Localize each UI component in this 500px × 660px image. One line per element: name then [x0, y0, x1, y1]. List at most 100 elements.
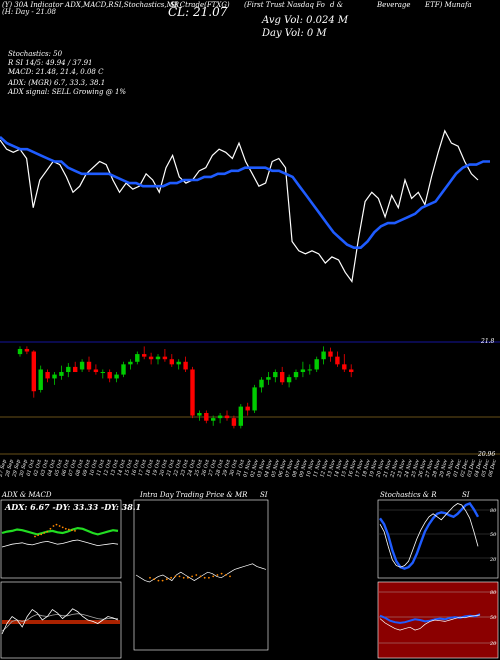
- x-axis-label: 17 Oct: [138, 458, 148, 477]
- x-axis-label: 27 Sep: [0, 458, 8, 478]
- candle-body: [148, 356, 154, 360]
- x-axis-label: 05 Oct: [54, 458, 64, 477]
- mrsi-orange-dot: [195, 574, 198, 576]
- rsi-lines: [379, 591, 497, 644]
- x-axis-label: 05 Nov: [270, 459, 281, 478]
- x-axis-label: 26 Nov: [417, 459, 428, 479]
- candle-body: [121, 364, 126, 375]
- x-axis-label: 18 Nov: [361, 459, 372, 478]
- x-axis-label: 25 Nov: [410, 459, 421, 479]
- day-range: (H: Day - 21.08: [2, 8, 57, 16]
- x-axis-label: 10 Nov: [305, 459, 316, 478]
- candle-body: [59, 372, 64, 376]
- candle-body: [300, 369, 306, 373]
- x-axis-label: 08 Oct: [75, 458, 85, 477]
- adx-white-line: [1, 539, 119, 548]
- stoch-tick-20: 20: [490, 557, 497, 563]
- x-axis-label: 06 Dec: [488, 459, 498, 478]
- mrsi-orange-dot: [212, 575, 215, 578]
- x-axis-label: 09 Oct: [82, 458, 92, 477]
- candle-body: [86, 361, 92, 370]
- x-axis-label: 01 Oct: [26, 458, 36, 477]
- price-line-group: [0, 129, 490, 284]
- mrsi-orange-dot: [182, 576, 185, 579]
- candle-body: [73, 366, 78, 373]
- header-fund-name: (First Trust Nasdaq Fo: [244, 1, 325, 9]
- x-axis-label: 11 Nov: [312, 459, 323, 478]
- x-axis-label: 31 Oct: [236, 458, 246, 477]
- candle-body: [273, 372, 278, 378]
- mrsi-orange-dot: [216, 574, 219, 576]
- x-axis-label: 05 Dec: [481, 459, 491, 478]
- x-axis-label: 10 Oct: [89, 458, 99, 477]
- x-axis-label: 24 Nov: [403, 459, 414, 479]
- x-axis-label: 15 Oct: [124, 458, 134, 477]
- x-axis-label: 23 Oct: [180, 458, 191, 478]
- candle-body: [107, 372, 112, 379]
- x-axis-label: 19 Nov: [368, 459, 379, 478]
- mrsi-orange-dot: [229, 575, 231, 578]
- mrsi-orange-dot: [187, 576, 189, 579]
- mrsi-panel-title-2: SI: [260, 491, 268, 499]
- x-axis-label: 01 Nov: [242, 459, 253, 478]
- x-axis-label: 14 Nov: [333, 459, 344, 478]
- price-y-label-low: 20.96: [478, 451, 496, 458]
- macd-reading: MACD: 21.48, 21.4, 0.08 C: [8, 68, 104, 76]
- x-axis-label: 22 Nov: [389, 459, 400, 479]
- x-axis-label: 06 Oct: [61, 458, 71, 477]
- x-axis-label: 17 Nov: [354, 459, 365, 478]
- candle-body: [169, 359, 174, 365]
- mrsi-orange-dot: [174, 575, 177, 578]
- x-axis-label: 28 Nov: [431, 459, 442, 479]
- x-axis-label: 02 Oct: [33, 458, 43, 477]
- mrsi-orange-dot: [157, 579, 160, 582]
- mrsi-orange-dot: [165, 578, 168, 581]
- adx-orange-dot: [46, 530, 49, 533]
- day-volume: Day Vol: 0 M: [262, 28, 327, 39]
- rsi-blue-line: [379, 613, 481, 624]
- x-axis-label: 30 Oct: [229, 458, 239, 477]
- x-axis-label: 29 Nov: [438, 459, 449, 479]
- candle-body: [66, 366, 71, 373]
- x-axis-label: 02 Nov: [249, 459, 260, 478]
- candle-body: [266, 377, 271, 380]
- mrsi-orange-dot: [191, 575, 194, 578]
- mrsi-orange-dot: [224, 574, 227, 576]
- x-axis-label: 01 Dec: [453, 459, 463, 478]
- header-fund-name-4: ETF) Munafa: [425, 1, 472, 9]
- stoch-tick-80: 80: [490, 508, 497, 514]
- candle-body: [217, 415, 223, 419]
- x-axis-label: 12 Oct: [103, 458, 113, 477]
- candle-body: [252, 387, 257, 411]
- macd-histogram: [2, 620, 120, 624]
- stoch-tick-50: 50: [490, 532, 497, 538]
- x-axis-label: 16 Nov: [347, 459, 358, 478]
- mrsi-panel: [133, 499, 269, 651]
- rsi-tick-80: 80: [490, 590, 497, 596]
- mrsi-orange-dot: [178, 575, 181, 578]
- stochastics-reading: Stochastics: 50: [8, 50, 63, 58]
- x-axis-label: 11 Oct: [96, 458, 106, 477]
- macd-gray-line: [1, 613, 118, 632]
- x-axis-label: 23 Nov: [396, 459, 407, 479]
- adx-orange-dot: [37, 534, 39, 536]
- mrsi-orange-dot: [161, 579, 164, 582]
- x-axis-label: 13 Oct: [110, 458, 120, 477]
- x-axis-label: 09 Nov: [298, 459, 309, 478]
- stoch-panel-title-2: SI: [462, 491, 470, 499]
- x-axis-label: 30 Nov: [445, 459, 456, 478]
- candle-body: [24, 348, 30, 352]
- x-axis-label: 03 Nov: [256, 459, 267, 478]
- candle-body: [190, 369, 195, 416]
- x-axis-label: 25 Oct: [194, 458, 205, 478]
- stoch-panel-title: Stochastics & R: [380, 491, 437, 499]
- x-axis-label: 20 Nov: [375, 459, 386, 479]
- x-axis-label: 27 Nov: [424, 459, 435, 479]
- x-axis-label: 21 Oct: [166, 458, 177, 478]
- avg-volume: Avg Vol: 0.024 M: [262, 15, 349, 26]
- mrsi-orange-dot: [149, 576, 151, 579]
- adx-orange-dot: [71, 529, 73, 532]
- adx-orange-dot: [64, 527, 67, 530]
